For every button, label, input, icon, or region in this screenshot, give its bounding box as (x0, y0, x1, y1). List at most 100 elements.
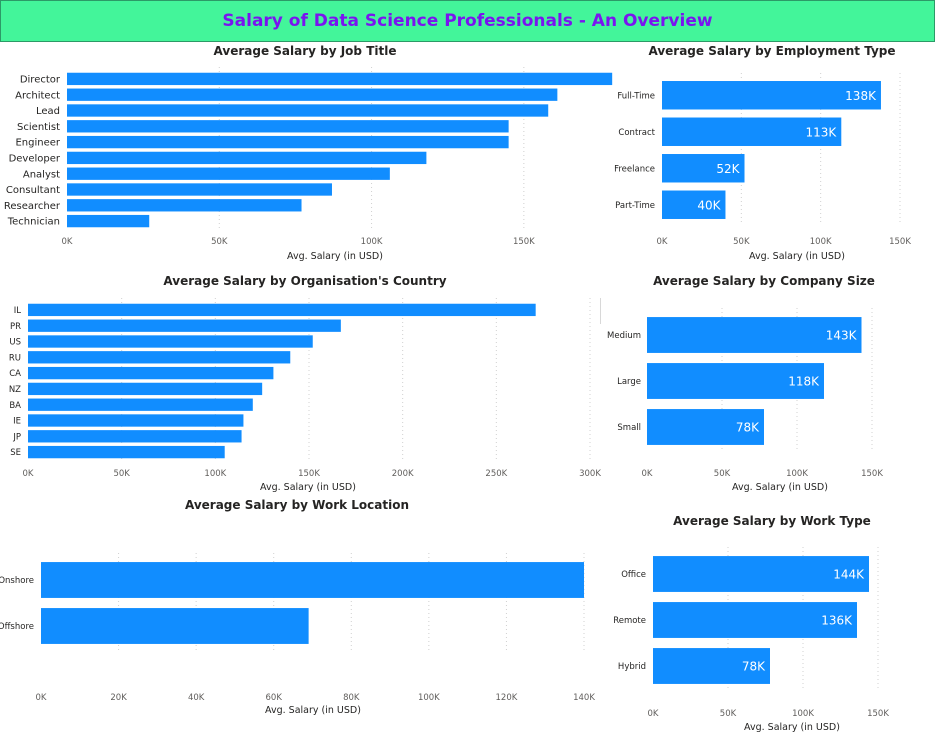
x-axis-title: Avg. Salary (in USD) (287, 251, 383, 262)
bar-researcher[interactable] (67, 199, 302, 212)
chart-avg-salary-by-country: Average Salary by Organisation's Country… (0, 270, 602, 498)
category-label: Large (617, 377, 641, 387)
bar-remote[interactable] (653, 602, 857, 638)
chart-title: Average Salary by Work Type (673, 514, 871, 528)
x-tick-label: 60K (266, 693, 283, 703)
category-label: Contract (618, 128, 655, 138)
chart-svg: Average Salary by Company Size 0K 50K 100K 1… (607, 274, 883, 493)
bar-freelance[interactable] (662, 154, 745, 183)
category-label: Director (20, 75, 61, 86)
category-label: Technician (7, 217, 60, 228)
category-label: Researcher (4, 201, 61, 212)
x-tick-label: 0K (36, 693, 47, 703)
x-tick-label: 50K (211, 237, 228, 247)
chart-avg-salary-by-work-type: Average Salary by Work Type 0K 50K 100K 150K… (602, 510, 932, 735)
x-tick-label: 150K (513, 237, 535, 247)
bar-se[interactable] (28, 445, 225, 459)
chart-svg: Average Salary by Organisation's Country… (9, 274, 602, 493)
x-tick-label: 100K (792, 709, 814, 719)
bar-hybrid[interactable] (653, 648, 770, 684)
category-label: SE (10, 448, 21, 458)
x-tick-label: 0K (62, 237, 73, 247)
dashboard-title: Salary of Data Science Professionals - A… (222, 11, 713, 31)
x-tick-label: 200K (392, 469, 414, 479)
bar-analyst[interactable] (67, 167, 390, 180)
x-tick-label: 40K (188, 693, 205, 703)
x-tick-label: 250K (485, 469, 507, 479)
category-label: Onshore (0, 576, 34, 586)
category-label: Developer (9, 154, 61, 165)
bar-ba[interactable] (28, 398, 253, 411)
chart-svg: Average Salary by Employment Type 0K 50K 10… (614, 44, 911, 262)
category-label: IL (14, 306, 22, 316)
x-tick-label: 50K (733, 237, 750, 247)
data-label: 136K (821, 614, 853, 628)
chart-avg-salary-by-company-size: Average Salary by Company Size 0K 50K 100K 1… (602, 270, 932, 498)
bar-pr[interactable] (28, 319, 341, 332)
bar-ru[interactable] (28, 351, 291, 364)
bar-us[interactable] (28, 335, 313, 348)
category-label: Medium (607, 331, 641, 341)
bar-large[interactable] (647, 363, 824, 399)
category-label: JP (12, 432, 21, 442)
bar-engineer[interactable] (67, 135, 509, 149)
category-label: NZ (9, 385, 21, 395)
bar-developer[interactable] (67, 151, 427, 165)
x-tick-label: 300K (579, 469, 601, 479)
category-label: Small (617, 423, 641, 433)
bar-il[interactable] (28, 303, 536, 317)
data-label: 52K (716, 162, 740, 176)
category-label: US (9, 338, 21, 348)
data-label: 78K (742, 660, 766, 674)
x-axis-title: Avg. Salary (in USD) (260, 482, 356, 493)
x-axis-title: Avg. Salary (in USD) (749, 251, 845, 262)
x-tick-label: 0K (648, 709, 659, 719)
data-label: 144K (833, 568, 865, 582)
bar-offshore[interactable] (41, 608, 309, 644)
bar-onshore[interactable] (41, 562, 584, 598)
x-tick-label: 150K (298, 469, 320, 479)
category-label: Architect (15, 90, 60, 101)
bar-medium[interactable] (647, 317, 862, 353)
x-tick-label: 50K (113, 469, 130, 479)
data-label: 138K (845, 89, 877, 103)
bar-scientist[interactable] (67, 120, 509, 133)
bar-nz[interactable] (28, 382, 263, 396)
bar-architect[interactable] (67, 88, 558, 101)
chart-title: Average Salary by Company Size (653, 274, 875, 288)
chart-title: Average Salary by Job Title (214, 44, 397, 58)
x-tick-label: 50K (714, 469, 731, 479)
data-label: 40K (697, 198, 721, 212)
bar-small[interactable] (647, 409, 764, 445)
category-label: RU (9, 353, 21, 363)
category-label: Scientist (17, 122, 60, 133)
category-label: Hybrid (618, 662, 646, 672)
bar-technician[interactable] (67, 214, 150, 228)
category-label: Freelance (614, 164, 655, 174)
category-label: PR (10, 322, 21, 332)
bar-ie[interactable] (28, 414, 244, 427)
chart-title: Average Salary by Work Location (185, 498, 409, 512)
chart-title: Average Salary by Employment Type (648, 44, 895, 58)
category-label: Remote (613, 616, 646, 626)
bar-director[interactable] (67, 72, 613, 86)
bar-lead[interactable] (67, 104, 549, 117)
bar-full-time[interactable] (662, 81, 881, 110)
bar-office[interactable] (653, 556, 869, 592)
x-axis-title: Avg. Salary (in USD) (744, 722, 840, 733)
bar-jp[interactable] (28, 430, 242, 443)
x-tick-label: 150K (889, 237, 911, 247)
category-label: Lead (36, 106, 60, 117)
x-axis-title: Avg. Salary (in USD) (265, 705, 361, 716)
bar-ca[interactable] (28, 366, 274, 380)
x-tick-label: 50K (720, 709, 737, 719)
x-tick-label: 80K (343, 693, 360, 703)
x-tick-label: 120K (496, 693, 518, 703)
bar-consultant[interactable] (67, 183, 332, 196)
bar-part-time[interactable] (662, 190, 726, 219)
x-tick-label: 140K (573, 693, 595, 703)
bar-contract[interactable] (662, 117, 842, 146)
x-tick-label: 0K (23, 469, 34, 479)
x-tick-label: 100K (361, 237, 383, 247)
x-tick-label: 0K (642, 469, 653, 479)
